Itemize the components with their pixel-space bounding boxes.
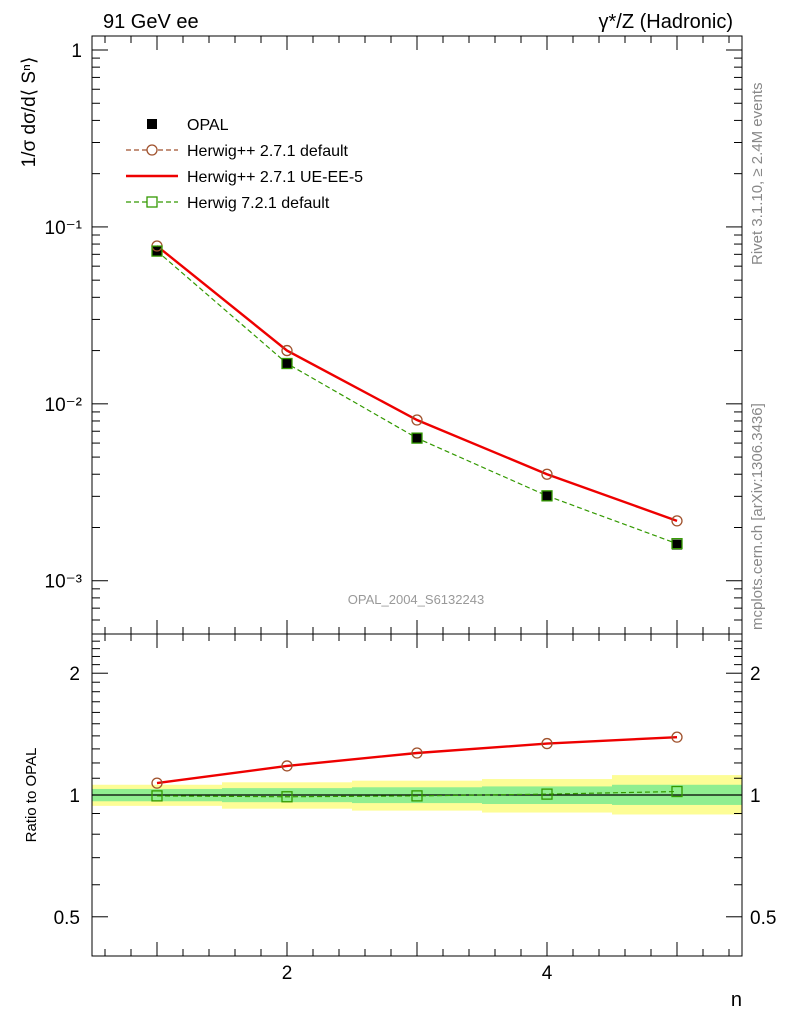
- header-left: 91 GeV ee: [103, 11, 199, 33]
- main-ylabel: 1/σ dσ/d⟨ Sⁿ⟩: [19, 57, 40, 168]
- ratio-y-tick-label-left: 1: [69, 786, 80, 807]
- main-opal-point: [672, 539, 682, 550]
- main-herwig7-point: [541, 490, 553, 502]
- x-axis-label: n: [731, 989, 742, 1011]
- main-line-herwig-7-2-1-default: [156, 250, 678, 545]
- main-herwigpp-default-point: [671, 515, 683, 527]
- main-y-tick-label: 1: [71, 41, 82, 62]
- main-line-herwig-2-7-1-default: [156, 245, 678, 522]
- ratio-herwigpp-default-point: [151, 777, 163, 789]
- ratio-ylabel: Ratio to OPAL: [23, 748, 40, 843]
- ratio-herwig7-point: [281, 791, 293, 803]
- ratio-herwigpp-default-point: [281, 760, 293, 772]
- main-herwig7-point: [671, 538, 683, 550]
- main-herwig7-point: [281, 357, 293, 370]
- main-line-herwig-2-7-1-ue-ee-5: [156, 245, 678, 522]
- main-opal-point: [412, 433, 422, 444]
- ratio-line-herwig-7-2-1-default: [156, 790, 678, 798]
- ratio-y-tick-label-right: 2: [750, 664, 761, 685]
- ratio-herwig7-point: [541, 788, 553, 800]
- ratio-herwigpp-default-point: [671, 731, 683, 743]
- main-herwigpp-default-point: [411, 414, 423, 426]
- main-herwigpp-default-point: [541, 468, 553, 480]
- x-tick-label: 2: [282, 963, 293, 984]
- legend-label: Herwig++ 2.7.1 UE-EE-5: [187, 169, 363, 186]
- main-y-tick-label: 10⁻¹: [45, 218, 83, 239]
- main-opal-point: [282, 358, 292, 369]
- main-herwig7-point: [151, 245, 163, 257]
- header-right: γ*/Z (Hadronic): [599, 11, 733, 33]
- legend-marker-opal: [147, 119, 157, 129]
- legend-marker-square: [146, 196, 158, 208]
- main-y-tick-label: 10⁻³: [45, 572, 83, 593]
- ratio-line-herwig-2-7-1-default: [156, 736, 678, 784]
- main-opal-point: [542, 491, 552, 502]
- ratio-y-tick-label-left: 2: [69, 664, 80, 685]
- x-tick-label: 4: [542, 963, 553, 984]
- ratio-y-tick-label-right: 1: [750, 786, 761, 807]
- ratio-herwig7-point: [151, 790, 163, 802]
- ratio-y-tick-label-right: 0.5: [750, 908, 776, 929]
- ratio-herwigpp-default-point: [541, 737, 553, 750]
- legend-label: OPAL: [187, 117, 229, 134]
- ratio-herwig7-point: [671, 785, 683, 798]
- analysis-label: OPAL_2004_S6132243: [348, 592, 484, 607]
- ratio-line-herwig-2-7-1-ue-ee-5: [156, 735, 678, 785]
- main-herwig7-point: [411, 432, 423, 444]
- legend-label: Herwig++ 2.7.1 default: [187, 143, 349, 160]
- legend-marker-circle: [146, 144, 158, 156]
- ratio-y-tick-label-left: 0.5: [54, 908, 80, 929]
- rivet-label: Rivet 3.1.10, ≥ 2.4M events: [749, 83, 766, 266]
- legend: OPAL Herwig++ 2.7.1 default Herwig++ 2.7.1…: [126, 117, 363, 212]
- main-herwigpp-default-point: [281, 344, 293, 357]
- legend-label: Herwig 7.2.1 default: [187, 195, 330, 212]
- ratio-herwig7-point: [411, 790, 423, 802]
- mcplots-label: mcplots.cern.ch [arXiv:1306.3436]: [749, 403, 766, 630]
- ratio-panel: 2 4 2 2 1 1 0.5 0.5: [54, 633, 776, 984]
- ratio-herwigpp-default-point: [411, 747, 423, 759]
- main-y-tick-label: 10⁻²: [45, 395, 83, 416]
